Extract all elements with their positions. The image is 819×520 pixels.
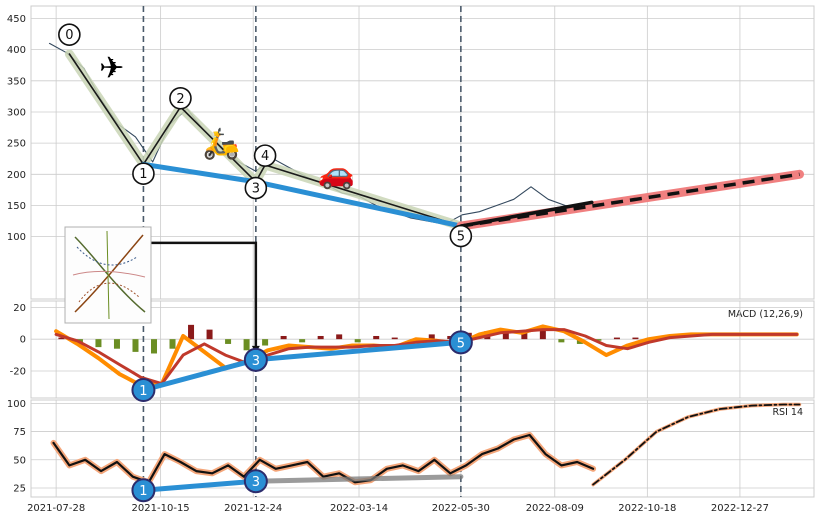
car-icon: 🚗 (318, 156, 355, 191)
macd-histogram-bar (317, 335, 324, 340)
macd-y-tick-label: 20 (13, 303, 26, 314)
macd-wave-label: 5 (457, 336, 465, 351)
macd-histogram-bar (151, 339, 158, 354)
macd-wave-label: 1 (139, 384, 147, 399)
macd-histogram-bar (188, 324, 195, 340)
price-y-tick-label: 150 (7, 201, 26, 212)
rsi-blue-trend-line (140, 478, 259, 493)
macd-histogram-bar (95, 339, 102, 348)
wave-label: 3 (252, 182, 260, 197)
thumbnail-connector (132, 241, 258, 352)
macd-histogram-bar (280, 335, 287, 340)
macd-histogram-bar (243, 339, 250, 351)
wave-label-circle (169, 86, 192, 110)
thumbnail-curve-e (76, 246, 138, 266)
rsi-panel-label: RSI 14 (772, 407, 803, 418)
price-y-tick-label: 200 (7, 170, 26, 181)
macd-histogram-bar (539, 329, 546, 340)
x-tick-labels: 2021-07-28 2021-10-15 2021-12-24 2022-03-14… (27, 503, 769, 514)
rsi-wave-label: 1 (139, 484, 147, 499)
rsi-gray-trend-line (253, 474, 464, 484)
x-tick-label: 2022-10-18 (618, 503, 676, 514)
x-tick-label: 2022-12-27 (711, 503, 769, 514)
zigzag-line (68, 53, 462, 227)
macd-histogram-bar (428, 334, 435, 340)
wave-label: 0 (65, 28, 73, 43)
macd-histogram-bar (391, 337, 398, 340)
wave-label-circle (244, 176, 268, 200)
wave-label-circle (58, 23, 81, 46)
macd-signal-line (54, 328, 799, 386)
macd-histogram-bar (354, 339, 361, 343)
x-tick-label: 2022-03-14 (330, 503, 388, 514)
macd-histogram-bar (206, 329, 213, 340)
macd-wave-label: 3 (252, 354, 260, 369)
rsi-wave-label: 3 (252, 475, 260, 490)
macd-wave-circle (448, 330, 473, 355)
scooter-icon: 🛵 (203, 127, 240, 162)
macd-histogram-bar (558, 339, 565, 343)
price-y-tick-label: 250 (7, 139, 26, 150)
wave-label-circle (253, 144, 277, 167)
price-panel-frame (30, 5, 815, 300)
macd-y-tick-label: 0 (20, 335, 26, 346)
macd-histogram-bar (262, 339, 269, 346)
price-y-tick-label: 300 (7, 107, 26, 118)
macd-y-tick-label: -20 (10, 366, 26, 377)
price-y-tick-label: 450 (7, 14, 26, 25)
macd-histogram-bar (632, 337, 639, 340)
wave-label: 5 (457, 230, 465, 245)
thumbnail-curve-d (106, 230, 110, 320)
x-tick-label: 2021-10-15 (132, 503, 190, 514)
wave-label-circle (132, 162, 155, 185)
rsi-y-tick-label: 100 (7, 399, 26, 410)
macd-histogram-bar (225, 339, 232, 344)
thumbnail-curve-a (74, 236, 146, 313)
macd-wave-circle (131, 378, 156, 403)
macd-histogram-bar (613, 337, 620, 340)
macd-histogram-bar (169, 339, 176, 349)
pattern-thumbnail (64, 226, 152, 324)
price-y-tick-label: 400 (7, 45, 26, 56)
macd-y-ticks: 20 0 -20 (10, 303, 26, 378)
macd-wave-circle (243, 347, 268, 372)
x-tick-label: 2021-12-24 (224, 503, 282, 514)
x-tick-label: 2021-07-28 (27, 503, 85, 514)
x-tick-label: 2022-05-30 (432, 503, 490, 514)
recovery-trend-line (459, 200, 594, 228)
macd-histogram-bar (373, 335, 380, 340)
macd-histogram-bar (113, 339, 120, 349)
macd-panel-label: MACD (12,26,9) (728, 309, 803, 320)
wave-label: 2 (176, 92, 184, 107)
price-y-tick-label: 100 (7, 232, 26, 243)
x-tick-label: 2022-08-09 (526, 503, 584, 514)
macd-histogram-bar (595, 339, 602, 341)
rsi-y-tick-label: 75 (13, 427, 26, 438)
rsi-y-tick-label: 50 (13, 455, 26, 466)
wave-label: 4 (261, 149, 269, 164)
rsi-wave-circle (243, 469, 268, 494)
macd-histogram-bar (521, 332, 528, 340)
macd-histogram-bar (336, 334, 343, 340)
airplane-icon: ✈ (99, 51, 124, 86)
thumbnail-curve-b (74, 234, 144, 313)
rsi-y-tick-label: 25 (13, 483, 26, 494)
rsi-wave-circle (131, 478, 156, 503)
rsi-panel: 100 75 50 25 RSI 14 (7, 399, 815, 498)
rsi-y-ticks: 100 75 50 25 (7, 399, 26, 495)
price-y-tick-label: 350 (7, 76, 26, 87)
wave-label: 1 (139, 167, 147, 182)
macd-histogram-bar (132, 339, 139, 352)
rsi-projection-line (592, 403, 801, 486)
macd-histogram-bar (299, 339, 306, 343)
macd-histogram-bar (58, 337, 65, 340)
macd-histogram-bar (502, 331, 509, 340)
wave-label-circle (449, 224, 473, 248)
rsi-panel-frame (30, 399, 815, 498)
price-y-ticks: 450 400 350 300 250 200 150 100 (7, 14, 26, 243)
chart-marks: ✈ 🛵 🚗 0 1 2 3 4 5 1 3 5 1 3 (48, 6, 804, 503)
macd-line (54, 324, 799, 388)
